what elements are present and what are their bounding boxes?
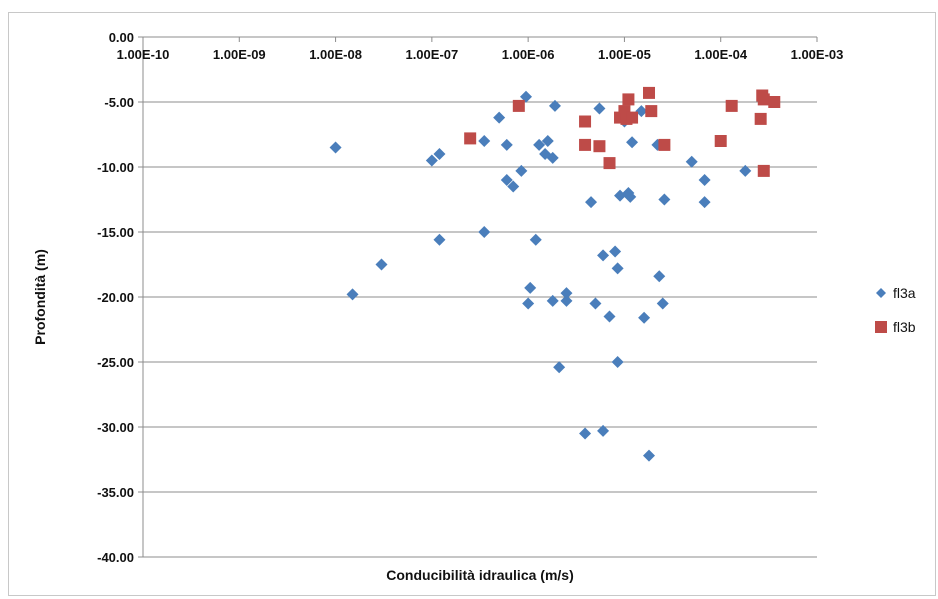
point-fl3a [698,196,711,209]
x-tick-label: 1.00E-08 [309,47,362,62]
point-fl3a [611,356,624,368]
point-fl3a [656,297,669,310]
point-fl3a [685,155,698,168]
point-fl3b [626,111,639,124]
point-fl3a [524,281,537,294]
point-fl3a [589,297,602,310]
point-fl3b [714,135,727,147]
point-fl3a [346,288,359,301]
point-fl3a [500,138,513,151]
tick-labels: 0.00 -5.00 -10.00 -15.00 -20.00 -25.00 -30.00 -… [97,30,843,565]
point-fl3a [478,135,491,147]
x-tick-label: 1.00E-03 [791,47,844,62]
point-fl3a [585,196,598,209]
x-tick-label: 1.00E-07 [405,47,458,62]
legend-marker-fl3a [876,288,886,298]
x-tick-label: 1.00E-10 [117,47,170,62]
point-fl3a [519,90,532,103]
point-fl3b [658,138,671,151]
legend-label-fl3a: fl3a [893,285,916,301]
point-fl3b [622,93,635,106]
y-tick-label: 0.00 [109,30,134,45]
point-fl3a [515,164,528,177]
point-fl3b [757,164,770,177]
point-fl3a [635,105,648,118]
chart-frame: 0.00 -5.00 -10.00 -15.00 -20.00 -25.00 -30.00 -… [8,12,936,596]
point-fl3b [725,99,738,112]
gridlines [143,101,817,558]
point-fl3a [493,111,506,124]
x-tick-label: 1.00E-09 [213,47,266,62]
point-fl3a [522,297,535,310]
point-fl3a [425,154,438,167]
point-fl3a [546,151,559,164]
point-fl3a [433,148,446,160]
y-tick-label: -20.00 [97,290,134,305]
point-fl3a [698,174,711,186]
point-fl3a [541,135,554,147]
legend-marker-fl3b [875,321,887,333]
point-fl3b [593,140,606,153]
point-fl3a [546,294,559,307]
x-tick-label: 1.00E-05 [598,47,651,62]
point-fl3a [609,245,622,258]
point-fl3b [645,105,658,118]
point-fl3a [375,258,388,271]
y-axis-title: Profondità (m) [32,249,48,345]
axes [138,36,818,558]
point-fl3a [533,138,546,151]
y-tick-label: -5.00 [104,95,134,110]
point-fl3a [643,449,656,462]
point-fl3a [739,164,752,177]
data-points [329,86,781,462]
point-fl3a [611,262,624,275]
point-fl3b [643,86,656,99]
point-fl3a [553,361,566,374]
scatter-chart: 0.00 -5.00 -10.00 -15.00 -20.00 -25.00 -30.00 -… [32,30,916,583]
point-fl3b [579,138,592,151]
point-fl3a [560,287,573,300]
point-fl3a [548,99,561,112]
point-fl3a [593,102,606,115]
y-tick-label: -15.00 [97,225,134,240]
point-fl3a [507,180,520,193]
point-fl3a [433,233,446,246]
y-tick-label: -40.00 [97,550,134,565]
point-fl3a [597,249,610,262]
point-fl3a [329,141,342,154]
point-fl3b [579,115,592,128]
point-fl3a [658,193,671,206]
point-fl3a [500,174,513,186]
point-fl3a [579,427,592,440]
point-fl3a [624,190,637,203]
point-fl3a [597,424,610,437]
point-fl3a [626,136,639,149]
point-fl3b [603,157,616,170]
y-tick-label: -30.00 [97,420,134,435]
point-fl3a [653,270,666,283]
point-fl3a [638,311,651,324]
point-fl3b [768,96,781,108]
legend: fl3a fl3b [875,285,916,335]
y-tick-label: -35.00 [97,485,134,500]
point-fl3a [603,310,616,323]
point-fl3a [560,294,573,307]
legend-label-fl3b: fl3b [893,319,916,335]
point-fl3b [757,93,770,106]
x-axis-title: Conducibilità idraulica (m/s) [386,567,573,583]
y-tick-label: -10.00 [97,160,134,175]
y-tick-label: -25.00 [97,355,134,370]
x-tick-label: 1.00E-06 [502,47,555,62]
point-fl3b [754,112,767,125]
point-fl3a [478,226,491,238]
point-fl3b [512,99,525,112]
point-fl3b [464,132,477,145]
x-tick-label: 1.00E-04 [694,47,748,62]
point-fl3a [529,233,542,246]
